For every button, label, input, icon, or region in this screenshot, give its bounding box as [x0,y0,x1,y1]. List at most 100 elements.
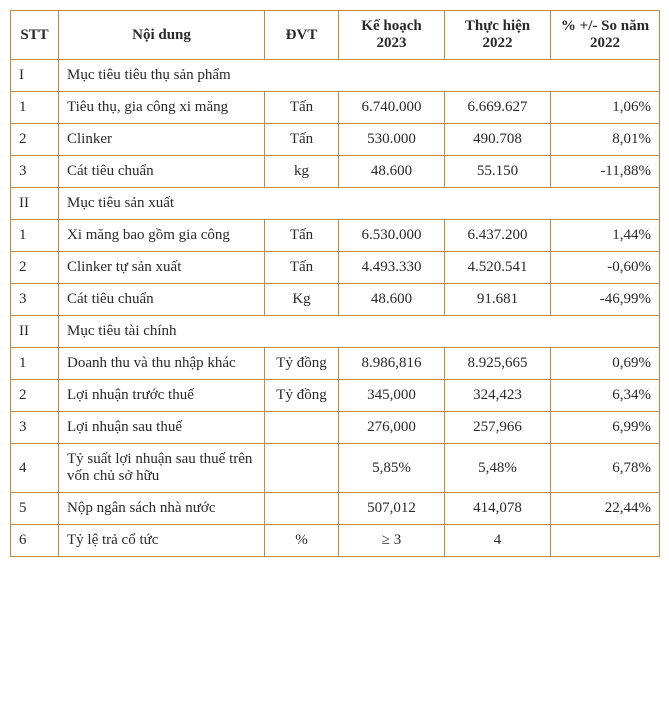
cell-noidung: Clinker [59,124,265,156]
cell-stt: 3 [11,412,59,444]
cell-kh2023: 8.986,816 [339,348,445,380]
section-stt: II [11,316,59,348]
cell-stt: 3 [11,284,59,316]
data-table: STT Nội dung ĐVT Kế hoạch 2023 Thực hiện… [10,10,660,557]
cell-dvt: Tấn [265,252,339,284]
cell-noidung: Lợi nhuận sau thuế [59,412,265,444]
cell-noidung: Cát tiêu chuẩn [59,284,265,316]
cell-noidung: Doanh thu và thu nhập khác [59,348,265,380]
cell-dvt: Tỷ đồng [265,348,339,380]
cell-pct: 1,06% [551,92,660,124]
section-stt: II [11,188,59,220]
cell-th2022: 6.669.627 [445,92,551,124]
cell-th2022: 324,423 [445,380,551,412]
cell-kh2023: ≥ 3 [339,525,445,557]
section-title: Mục tiêu tiêu thụ sản phẩm [59,60,660,92]
col-header-kh2023: Kế hoạch 2023 [339,11,445,60]
cell-pct: -0,60% [551,252,660,284]
cell-kh2023: 6.530.000 [339,220,445,252]
cell-stt: 2 [11,380,59,412]
table-row: 1Xi măng bao gồm gia côngTấn6.530.0006.4… [11,220,660,252]
cell-th2022: 4 [445,525,551,557]
cell-dvt: Tấn [265,92,339,124]
cell-pct: -11,88% [551,156,660,188]
cell-stt: 1 [11,220,59,252]
cell-kh2023: 4.493.330 [339,252,445,284]
cell-stt: 4 [11,444,59,493]
cell-kh2023: 345,000 [339,380,445,412]
col-header-noidung: Nội dung [59,11,265,60]
section-title: Mục tiêu tài chính [59,316,660,348]
cell-stt: 2 [11,252,59,284]
cell-dvt: Tấn [265,124,339,156]
section-title: Mục tiêu sản xuất [59,188,660,220]
header-row: STT Nội dung ĐVT Kế hoạch 2023 Thực hiện… [11,11,660,60]
col-header-th2022: Thực hiện 2022 [445,11,551,60]
section-row: IMục tiêu tiêu thụ sản phẩm [11,60,660,92]
cell-dvt: % [265,525,339,557]
col-header-stt: STT [11,11,59,60]
table-row: 3Cát tiêu chuẩnKg48.60091.681-46,99% [11,284,660,316]
cell-kh2023: 48.600 [339,284,445,316]
table-row: 4Tỷ suất lợi nhuận sau thuế trên vốn chủ… [11,444,660,493]
cell-stt: 5 [11,493,59,525]
cell-dvt [265,444,339,493]
cell-th2022: 5,48% [445,444,551,493]
cell-th2022: 414,078 [445,493,551,525]
cell-noidung: Clinker tự sản xuất [59,252,265,284]
section-row: IIMục tiêu sản xuất [11,188,660,220]
cell-th2022: 6.437.200 [445,220,551,252]
cell-noidung: Lợi nhuận trước thuế [59,380,265,412]
section-row: IIMục tiêu tài chính [11,316,660,348]
cell-kh2023: 530.000 [339,124,445,156]
cell-stt: 1 [11,348,59,380]
cell-pct: 1,44% [551,220,660,252]
cell-pct: 6,99% [551,412,660,444]
cell-stt: 1 [11,92,59,124]
table-row: 6Tỷ lệ trả cổ tức%≥ 34 [11,525,660,557]
cell-kh2023: 48.600 [339,156,445,188]
cell-pct: 6,34% [551,380,660,412]
cell-dvt [265,493,339,525]
col-header-dvt: ĐVT [265,11,339,60]
cell-noidung: Cát tiêu chuẩn [59,156,265,188]
cell-noidung: Tỷ lệ trả cổ tức [59,525,265,557]
cell-th2022: 4.520.541 [445,252,551,284]
col-header-pct: % +/- So năm 2022 [551,11,660,60]
cell-kh2023: 6.740.000 [339,92,445,124]
table-row: 3Cát tiêu chuẩnkg48.60055.150-11,88% [11,156,660,188]
cell-pct: 0,69% [551,348,660,380]
cell-dvt [265,412,339,444]
table-row: 1Tiêu thụ, gia công xi măngTấn6.740.0006… [11,92,660,124]
cell-noidung: Tỷ suất lợi nhuận sau thuế trên vốn chủ … [59,444,265,493]
cell-th2022: 257,966 [445,412,551,444]
cell-dvt: Tấn [265,220,339,252]
cell-pct: 22,44% [551,493,660,525]
table-row: 5Nộp ngân sách nhà nước 507,012414,07822,… [11,493,660,525]
cell-stt: 6 [11,525,59,557]
cell-pct: 6,78% [551,444,660,493]
table-body: IMục tiêu tiêu thụ sản phẩm1Tiêu thụ, gi… [11,60,660,557]
cell-kh2023: 507,012 [339,493,445,525]
cell-th2022: 91.681 [445,284,551,316]
cell-dvt: Tỷ đồng [265,380,339,412]
table-row: 1Doanh thu và thu nhập khácTỷ đồng8.986,… [11,348,660,380]
table-row: 3Lợi nhuận sau thuế 276,000257,9666,99% [11,412,660,444]
cell-noidung: Tiêu thụ, gia công xi măng [59,92,265,124]
cell-noidung: Xi măng bao gồm gia công [59,220,265,252]
cell-th2022: 490.708 [445,124,551,156]
cell-dvt: Kg [265,284,339,316]
cell-th2022: 55.150 [445,156,551,188]
table-row: 2Clinker tự sản xuấtTấn4.493.3304.520.54… [11,252,660,284]
section-stt: I [11,60,59,92]
cell-stt: 2 [11,124,59,156]
table-row: 2ClinkerTấn530.000490.7088,01% [11,124,660,156]
cell-pct [551,525,660,557]
cell-noidung: Nộp ngân sách nhà nước [59,493,265,525]
cell-pct: 8,01% [551,124,660,156]
cell-pct: -46,99% [551,284,660,316]
cell-kh2023: 5,85% [339,444,445,493]
table-row: 2Lợi nhuận trước thuếTỷ đồng345,000324,4… [11,380,660,412]
cell-dvt: kg [265,156,339,188]
cell-kh2023: 276,000 [339,412,445,444]
